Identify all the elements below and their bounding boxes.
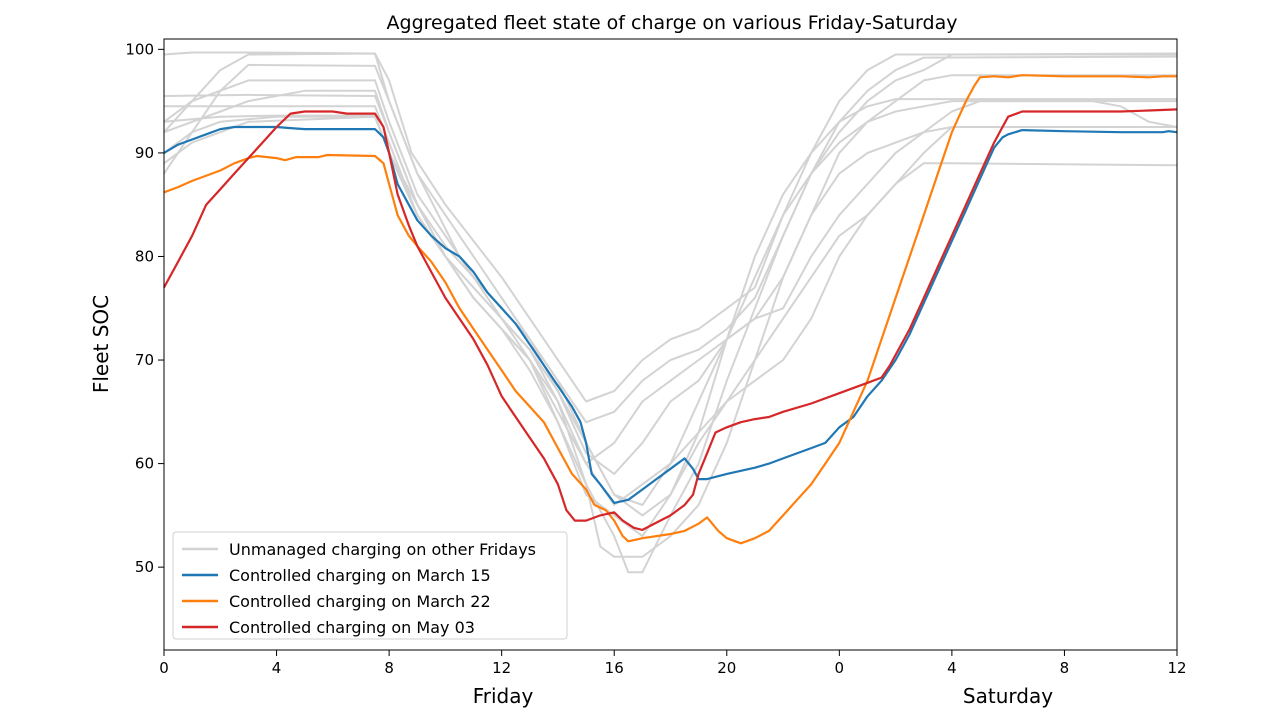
x-tick-label-2: 8 [384,659,394,677]
x-tick-label-9: 12 [1167,659,1186,677]
unmanaged-line-9 [163,115,1177,558]
unmanaged-line-5 [164,100,1178,574]
y-tick-label-3: 80 [135,247,154,265]
legend-box [172,531,568,640]
y-tick-label-0: 50 [135,558,154,576]
x-tick-label-0: 0 [159,659,169,677]
legend-label-4: Controlled charging on May 03 [229,618,475,637]
unmanaged-line-8 [163,89,1178,517]
y-axis-ticks: 50 60 70 80 90 100 [125,40,164,576]
x-axis-ticks: 0 4 8 12 16 20 0 4 8 12 [159,650,1187,677]
x-tick-label-3: 12 [492,659,511,677]
unmanaged-line-4 [163,79,1177,475]
unmanaged-line-7 [163,115,1177,506]
y-axis-label: Fleet SOC [89,295,113,393]
plot-frame [163,38,1178,651]
x-tick-label-5: 20 [717,659,736,677]
x-tick-label-4: 16 [605,659,624,677]
y-tick-label-2: 70 [135,351,154,369]
x-tick-label-7: 4 [947,659,957,677]
x-axis-label-saturday: Saturday [963,684,1053,708]
chart-title: Aggregated fleet state of charge on vari… [387,12,958,34]
x-tick-label-6: 0 [835,659,845,677]
x-axis-label-friday: Friday [473,684,534,708]
controlled-line-3 [163,108,1178,531]
y-tick-label-4: 90 [135,144,154,162]
unmanaged-line-2 [163,52,1178,424]
legend: Unmanaged charging on other Fridays Contr… [172,531,568,640]
unmanaged-line-3 [163,63,1177,465]
x-tick-label-1: 4 [272,659,282,677]
legend-label-1: Unmanaged charging on other Fridays [229,540,536,559]
y-tick-label-5: 100 [125,40,154,58]
unmanaged-line-1 [163,51,1177,403]
controlled-line-2 [163,74,1177,545]
controlled-series-group [163,74,1178,545]
y-tick-label-1: 60 [135,455,154,473]
legend-entries: Unmanaged charging on other Fridays Contr… [182,540,536,637]
unmanaged-line-10 [163,52,1178,506]
legend-label-3: Controlled charging on March 22 [229,592,491,611]
legend-label-2: Controlled charging on March 15 [229,566,491,585]
controlled-line-1 [163,125,1178,504]
x-tick-label-8: 8 [1060,659,1070,677]
